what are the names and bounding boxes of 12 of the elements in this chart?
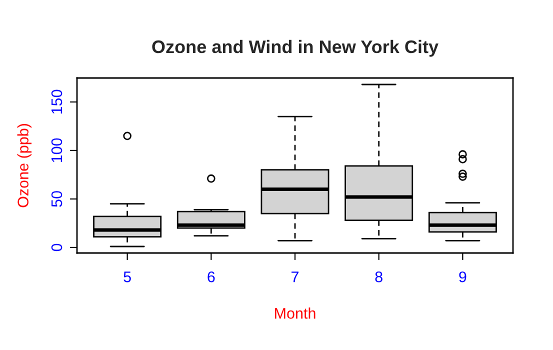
x-tick-label: 9: [459, 271, 466, 282]
x-tick-label: 5: [124, 272, 131, 282]
chart-title: Ozone and Wind in New York City: [152, 40, 438, 57]
y-tick-label: 150: [51, 90, 62, 114]
x-tick-label: 8: [375, 271, 382, 282]
x-tick-label: 6: [208, 271, 215, 282]
y-tick-label: 100: [51, 138, 62, 162]
y-axis-title: Ozone (ppb): [17, 124, 32, 208]
x-tick-label: 7: [292, 272, 298, 282]
y-tick-label: 50: [51, 191, 62, 207]
y-tick-label: 0: [51, 244, 62, 252]
x-axis-title: Month: [275, 308, 316, 319]
